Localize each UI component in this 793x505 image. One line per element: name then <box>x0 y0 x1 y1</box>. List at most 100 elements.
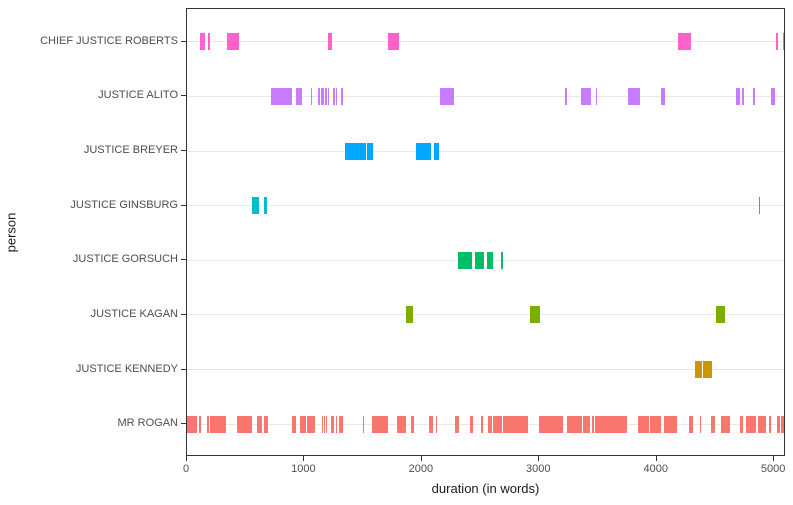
bar-segment <box>324 415 326 433</box>
bar-segment <box>592 415 594 433</box>
bar-segment <box>739 415 743 433</box>
gridline-major-y <box>187 150 784 152</box>
y-tick-mark <box>181 368 186 370</box>
bar-segment <box>440 87 454 105</box>
x-tick-label: 4000 <box>643 463 668 475</box>
bar-segment <box>206 415 209 433</box>
bar-segment <box>252 197 259 215</box>
x-tick-mark <box>655 456 657 461</box>
bar-segment <box>227 33 239 51</box>
y-tick-label: JUSTICE ALITO <box>98 89 178 102</box>
bar-segment <box>331 415 334 433</box>
bar-segment <box>565 87 567 105</box>
y-tick-mark <box>181 150 186 152</box>
y-tick-label: JUSTICE GINSBURG <box>70 198 178 211</box>
bar-segment <box>198 415 201 433</box>
bar-segment <box>458 251 472 269</box>
bar-segment <box>530 306 540 324</box>
bar-segment <box>264 415 269 433</box>
bar-segment <box>291 415 296 433</box>
bar-segment <box>502 415 528 433</box>
bar-segment <box>410 415 414 433</box>
bar-segment <box>594 415 627 433</box>
gridline-major-y <box>187 41 784 43</box>
bar-segment <box>694 361 703 379</box>
bar-segment <box>339 415 344 433</box>
gridline-major-y <box>187 95 784 97</box>
bar-segment <box>582 415 590 433</box>
bar-segment <box>487 415 492 433</box>
bar-segment <box>299 415 306 433</box>
x-tick-mark <box>186 456 187 461</box>
y-tick-label: JUSTICE KENNEDY <box>75 362 178 375</box>
y-tick-mark <box>181 423 186 425</box>
bar-segment <box>770 87 776 105</box>
bar-segment <box>406 306 413 324</box>
bar-segment <box>501 251 504 269</box>
bar-segment <box>435 415 438 433</box>
bar-segment <box>716 306 725 324</box>
bar-segment <box>660 87 665 105</box>
bar-segment <box>207 33 211 51</box>
bar-segment <box>325 87 327 105</box>
y-tick-label: JUSTICE KAGAN <box>90 307 178 320</box>
bar-segment <box>710 415 715 433</box>
bar-segment <box>328 87 330 105</box>
x-tick-mark <box>773 456 775 461</box>
bar-segment <box>363 415 365 433</box>
bar-segment <box>345 142 367 160</box>
bar-segment <box>340 87 344 105</box>
bar-segment <box>454 415 459 433</box>
bar-segment <box>332 87 335 105</box>
plot-panel <box>186 8 785 456</box>
bar-segment <box>295 87 303 105</box>
bar-segment <box>566 415 582 433</box>
bar-segment <box>396 415 406 433</box>
x-tick-label: 2000 <box>408 463 434 475</box>
bar-segment <box>677 33 691 51</box>
bar-segment <box>336 87 338 105</box>
bar-segment <box>387 33 399 51</box>
bar-segment <box>429 415 433 433</box>
y-tick-label: JUSTICE GORSUCH <box>72 253 178 266</box>
y-tick-mark <box>181 204 186 206</box>
bar-segment <box>735 87 741 105</box>
bar-segment <box>538 415 563 433</box>
bar-segment <box>372 415 388 433</box>
bar-segment <box>336 415 338 433</box>
bar-segment <box>650 415 661 433</box>
bar-segment <box>720 415 730 433</box>
x-tick-mark <box>420 456 422 461</box>
bar-segment <box>627 87 640 105</box>
bar-segment <box>474 251 484 269</box>
y-tick-mark <box>181 95 186 97</box>
y-tick-label: MR ROGAN <box>117 417 179 430</box>
y-tick-label: JUSTICE BREYER <box>83 144 178 157</box>
bar-segment <box>596 87 598 105</box>
bar-segment <box>663 415 678 433</box>
bar-segment <box>758 197 761 215</box>
x-tick-label: 5000 <box>760 463 786 475</box>
bar-segment <box>256 415 263 433</box>
bar-segment <box>322 415 324 433</box>
bar-segment <box>581 87 591 105</box>
y-tick-mark <box>181 40 186 42</box>
bar-segment <box>493 415 502 433</box>
bar-segment <box>199 33 206 51</box>
bar-segment <box>689 415 693 433</box>
bar-segment <box>317 87 321 105</box>
bar-segment <box>210 415 226 433</box>
bar-segment <box>237 415 253 433</box>
y-tick-label: CHIEF JUSTICE ROBERTS <box>40 34 178 47</box>
bar-segment <box>415 142 431 160</box>
bar-segment <box>328 33 332 51</box>
y-tick-mark <box>181 259 186 261</box>
gridline-major-y <box>187 423 784 425</box>
bar-segment <box>699 415 702 433</box>
bar-segment <box>758 415 766 433</box>
gridline-major-y <box>187 369 784 371</box>
bar-segment <box>782 33 784 51</box>
bar-segment <box>433 142 439 160</box>
x-tick-label: 1000 <box>291 463 316 475</box>
